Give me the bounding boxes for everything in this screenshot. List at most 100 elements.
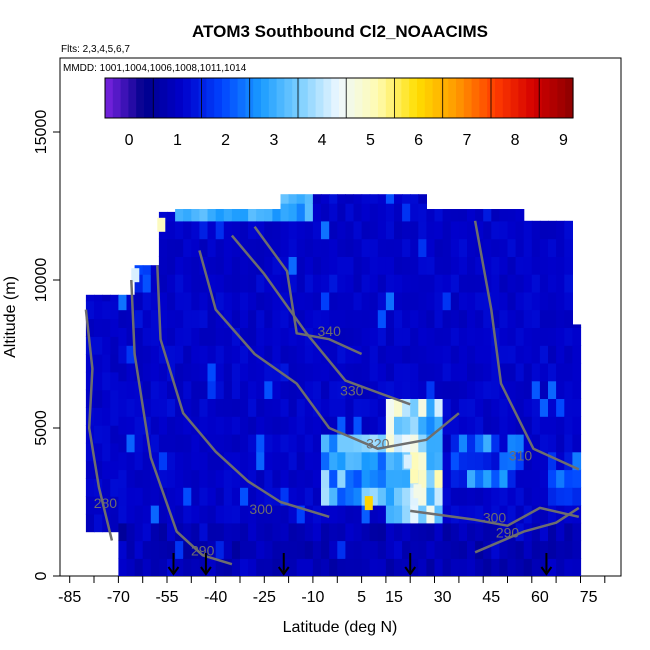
heatmap-cell [296, 291, 306, 311]
heatmap-cell [296, 540, 306, 559]
heatmap-cell [207, 416, 217, 435]
heatmap-cell [296, 220, 306, 240]
heatmap-cell [434, 274, 444, 293]
heatmap-cell [175, 558, 184, 576]
heatmap-cell [531, 309, 541, 328]
heatmap-cell [467, 327, 476, 346]
heatmap-cell [321, 433, 330, 453]
heatmap-cell [329, 274, 338, 293]
heatmap-cell [175, 291, 184, 311]
heatmap-cell [491, 274, 500, 293]
heatmap-cell [207, 487, 217, 506]
heatmap-cell [158, 309, 168, 328]
heatmap-cell [248, 451, 257, 471]
colorbar-cell [432, 78, 441, 118]
heatmap-cell [280, 309, 290, 328]
heatmap-cell [207, 540, 217, 559]
heatmap-cell [345, 291, 355, 311]
colorbar-cell [549, 78, 558, 118]
heatmap-cell [410, 274, 419, 293]
heatmap-cell [353, 380, 363, 399]
heatmap-cell [183, 416, 192, 435]
heatmap-cell [434, 540, 444, 559]
heatmap-cell [240, 416, 249, 435]
heatmap-cell [491, 540, 500, 559]
heatmap-cell [231, 309, 241, 328]
heatmap-cell [467, 505, 476, 524]
heatmap-cell [483, 291, 492, 311]
heatmap-cell [385, 256, 395, 275]
heatmap-cell [150, 416, 160, 435]
heatmap-cell [223, 469, 233, 488]
heatmap-cell [345, 505, 355, 524]
heatmap-cell [288, 362, 298, 382]
heatmap-cell [369, 487, 379, 506]
heatmap-cell [556, 416, 565, 435]
heatmap-cell [426, 398, 436, 417]
heatmap-cell [385, 203, 395, 222]
heatmap-cell [110, 425, 119, 444]
heatmap-cell [175, 540, 184, 559]
heatmap-cell [240, 540, 249, 559]
heatmap-cell [353, 220, 363, 240]
heatmap-cell [361, 220, 371, 240]
heatmap-cell [296, 345, 306, 364]
heatmap-cell [102, 442, 111, 462]
dates-subtitle: MMDD: 1001,1004,1006,1008,1011,1014 [63, 63, 247, 74]
heatmap-cell [548, 238, 557, 257]
heatmap-cell [394, 194, 403, 204]
heatmap-cell [523, 274, 533, 293]
heatmap-cell [337, 309, 346, 328]
heatmap-cell [183, 522, 192, 542]
heatmap-cell [491, 238, 500, 257]
heatmap-cell [280, 362, 290, 382]
heatmap-cell [329, 203, 338, 222]
colorbar-cell [323, 78, 332, 118]
heatmap-cell [377, 433, 387, 453]
heatmap-cell [304, 220, 314, 240]
heatmap-cell [321, 522, 330, 542]
heatmap-cell [426, 209, 436, 222]
heatmap-cell [523, 416, 533, 435]
heatmap-cell [191, 451, 200, 471]
x-tick-label: 75 [580, 589, 598, 606]
heatmap-cell [385, 469, 395, 488]
heatmap-cell [175, 433, 184, 453]
heatmap-cell [256, 433, 265, 453]
heatmap-cell [296, 451, 306, 471]
heatmap-cell [94, 371, 103, 391]
heatmap-cell [102, 478, 111, 497]
heatmap-cell [215, 416, 225, 435]
heatmap-cell [118, 309, 128, 328]
heatmap-cell [118, 398, 128, 417]
heatmap-cell [467, 209, 476, 222]
heatmap-cell [394, 433, 403, 453]
heatmap-cell [231, 362, 241, 382]
heatmap-cell [442, 220, 452, 240]
heatmap-cell [288, 309, 298, 328]
heatmap-cell [142, 522, 152, 542]
heatmap-cell [523, 327, 533, 346]
heatmap-cell [94, 496, 103, 515]
heatmap-cell [131, 268, 140, 283]
heatmap-cell [353, 433, 363, 453]
heatmap-cell [369, 558, 379, 576]
heatmap-cell [442, 291, 452, 311]
heatmap-cell [515, 416, 525, 435]
heatmap-cell [240, 505, 249, 524]
heatmap-cell [442, 309, 452, 328]
heatmap-cell [483, 345, 492, 364]
heatmap-cell [142, 380, 152, 399]
heatmap-cell [288, 398, 298, 417]
heatmap-cell [426, 522, 436, 542]
heatmap-cell [288, 220, 298, 240]
heatmap-cell [280, 505, 290, 524]
heatmap-cell [467, 256, 476, 275]
heatmap-cell [539, 309, 549, 328]
heatmap-cell [564, 433, 573, 453]
heatmap-cell [345, 487, 355, 506]
heatmap-cell [199, 380, 209, 399]
heatmap-cell [410, 345, 419, 364]
heatmap-cell [175, 256, 184, 275]
heatmap-cell [248, 540, 257, 559]
